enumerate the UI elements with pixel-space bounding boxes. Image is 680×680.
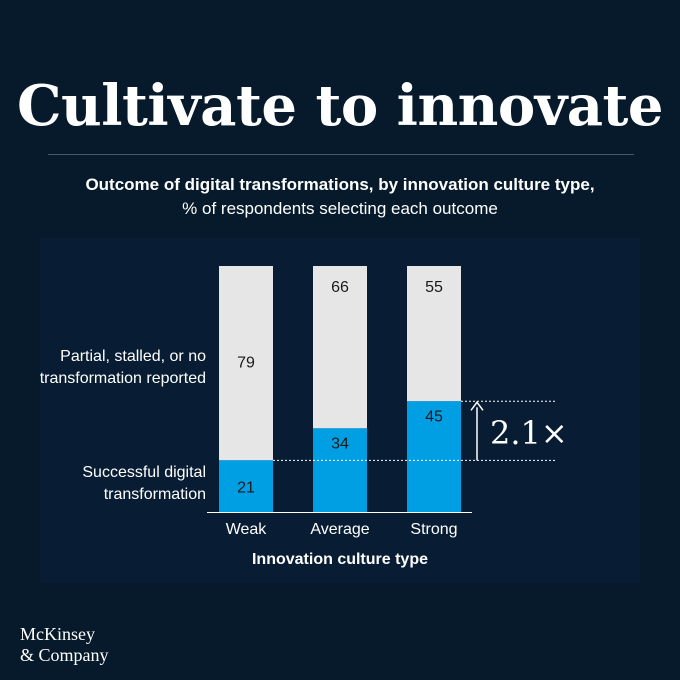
bar-successful-strong [407, 401, 461, 512]
bar-other-strong [407, 266, 461, 402]
bar-other-average [313, 266, 367, 429]
x-axis-label: Innovation culture type [251, 551, 428, 568]
legend-successful-line2: transformation [103, 486, 206, 503]
x-tick-label-weak: Weak [226, 521, 268, 538]
value-label-successful-average: 34 [331, 436, 349, 453]
value-label-other-strong: 55 [425, 279, 443, 296]
multiplier-annotation: 2.1× [490, 414, 568, 452]
legend-successful: Successful digital transformation [6, 462, 206, 506]
legend-partial: Partial, stalled, or no transformation r… [6, 346, 206, 390]
subtitle-unit: % of respondents selecting each outcome [182, 199, 498, 218]
bar-successful-average [313, 428, 367, 512]
title-divider [48, 154, 634, 155]
arrow-up-icon [470, 401, 484, 411]
legend-successful-line1: Successful digital [82, 464, 206, 481]
bar-other-weak [219, 266, 273, 461]
x-tick-label-strong: Strong [410, 521, 457, 538]
logo-line2: & Company [20, 645, 109, 665]
x-tick-label-average: Average [310, 521, 369, 538]
legend-partial-line1: Partial, stalled, or no [60, 348, 206, 365]
subtitle-main: Outcome of digital transformations, by i… [85, 175, 595, 194]
chart-subtitle: Outcome of digital transformations, by i… [0, 173, 680, 221]
value-label-successful-weak: 21 [237, 479, 255, 496]
value-label-successful-strong: 45 [425, 409, 443, 426]
logo-line1: McKinsey [20, 624, 95, 644]
mckinsey-logo: McKinsey & Company [20, 624, 109, 666]
bar-successful-weak [219, 460, 273, 512]
legend-partial-line2: transformation reported [39, 370, 206, 387]
value-label-other-weak: 79 [237, 354, 255, 371]
page-title: Cultivate to innovate [16, 73, 664, 139]
value-label-other-average: 66 [331, 279, 349, 296]
